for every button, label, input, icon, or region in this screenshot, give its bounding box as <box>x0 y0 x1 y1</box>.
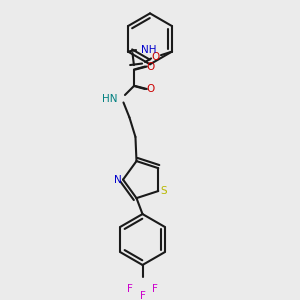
Text: O: O <box>146 61 154 71</box>
Text: S: S <box>160 186 167 196</box>
Text: O: O <box>152 52 160 62</box>
Text: F: F <box>127 284 133 294</box>
Text: F: F <box>152 284 158 294</box>
Text: HN: HN <box>102 94 118 104</box>
Text: O: O <box>146 84 154 94</box>
Text: NH: NH <box>141 45 157 55</box>
Text: N: N <box>114 175 122 184</box>
Text: F: F <box>140 291 146 300</box>
